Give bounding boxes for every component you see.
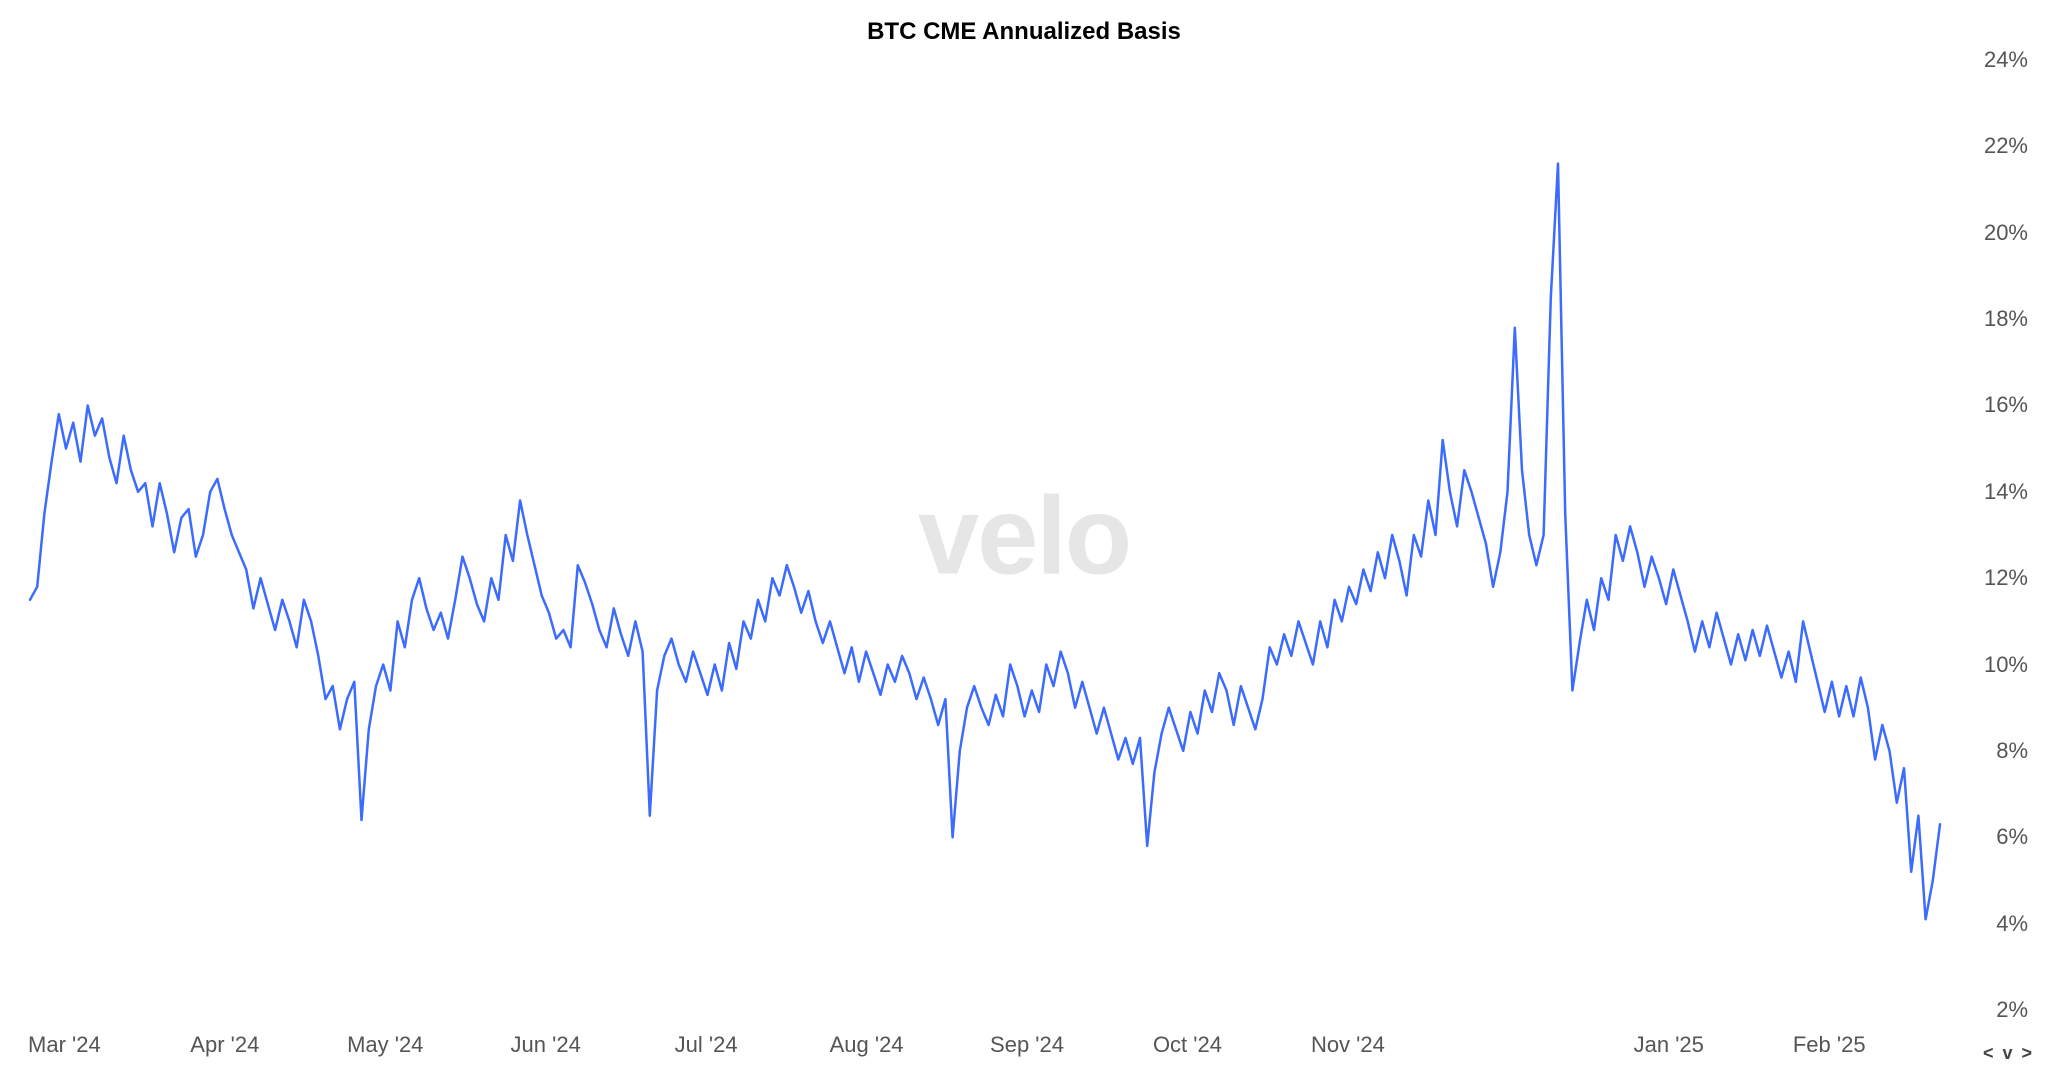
- y-axis-tick: 2%: [1996, 997, 2028, 1023]
- series-line: [30, 164, 1940, 920]
- y-axis-tick: 12%: [1984, 565, 2028, 591]
- y-axis-tick: 16%: [1984, 392, 2028, 418]
- x-axis-tick: Nov '24: [1311, 1032, 1385, 1058]
- x-axis-tick: Oct '24: [1153, 1032, 1222, 1058]
- x-axis-tick: Apr '24: [190, 1032, 259, 1058]
- x-axis-tick: Sep '24: [990, 1032, 1064, 1058]
- y-axis-tick: 4%: [1996, 911, 2028, 937]
- x-axis-tick: May '24: [347, 1032, 423, 1058]
- x-axis-tick: Mar '24: [28, 1032, 101, 1058]
- y-axis-tick: 8%: [1996, 738, 2028, 764]
- y-axis-tick: 10%: [1984, 652, 2028, 678]
- line-plot: [0, 0, 2048, 1072]
- x-axis-tick: Feb '25: [1793, 1032, 1866, 1058]
- y-axis-tick: 20%: [1984, 220, 2028, 246]
- y-axis-tick: 18%: [1984, 306, 2028, 332]
- y-axis-tick: 14%: [1984, 479, 2028, 505]
- x-axis-tick: Aug '24: [830, 1032, 904, 1058]
- chart-container: BTC CME Annualized Basis velo < v > 2%4%…: [0, 0, 2048, 1072]
- y-axis-tick: 22%: [1984, 133, 2028, 159]
- y-axis-tick: 6%: [1996, 824, 2028, 850]
- y-axis-tick: 24%: [1984, 47, 2028, 73]
- attribution: < v >: [1983, 1043, 2034, 1064]
- x-axis-tick: Jan '25: [1634, 1032, 1704, 1058]
- x-axis-tick: Jul '24: [675, 1032, 738, 1058]
- x-axis-tick: Jun '24: [511, 1032, 581, 1058]
